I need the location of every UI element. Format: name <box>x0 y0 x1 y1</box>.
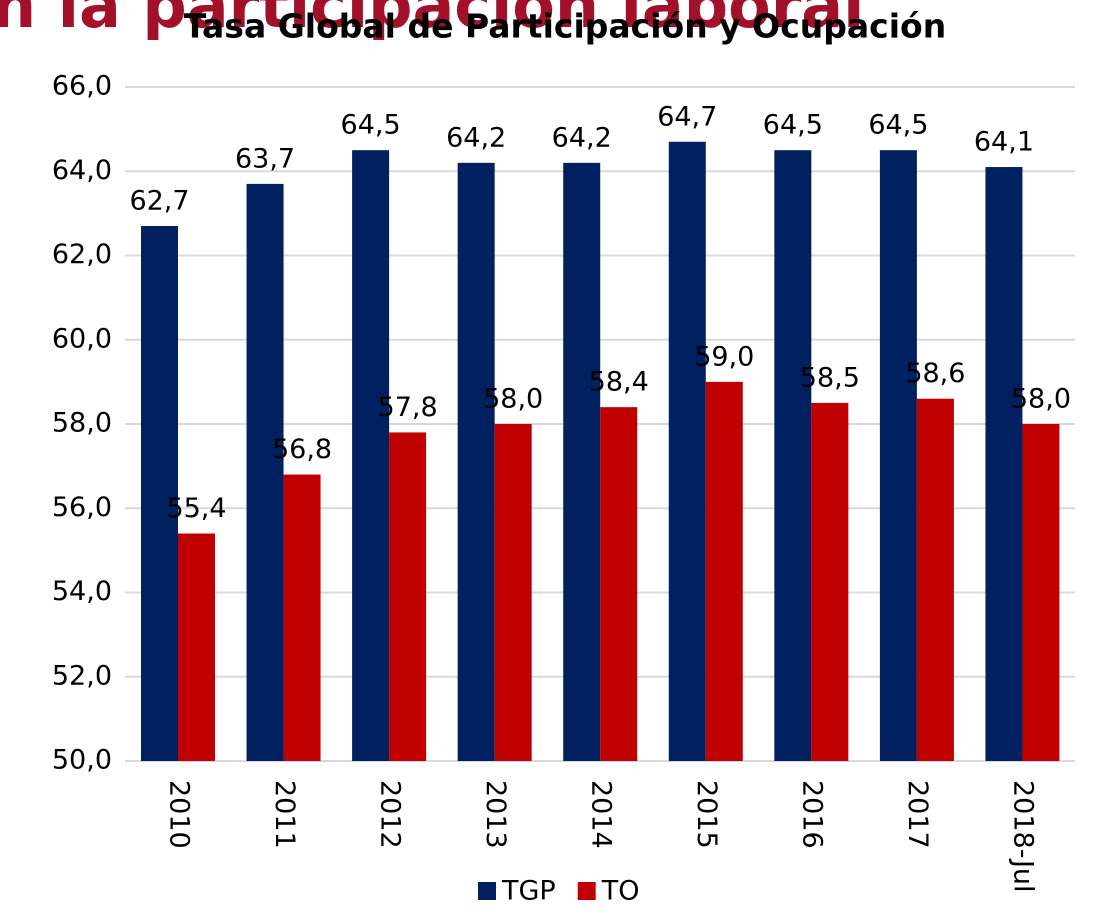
y-tick-label: 66,0 <box>52 71 112 102</box>
y-tick-label: 50,0 <box>52 745 112 776</box>
x-tick-label: 2017 <box>902 780 933 849</box>
value-label: 63,7 <box>235 143 295 174</box>
x-tick-label: 2010 <box>163 780 194 849</box>
value-label: 64,1 <box>974 127 1034 158</box>
bar <box>283 474 321 761</box>
background-heading: n la participación laboral <box>0 0 864 42</box>
bar <box>141 226 178 761</box>
value-label: 57,8 <box>378 392 438 423</box>
value-label: 58,0 <box>1011 384 1071 415</box>
value-label: 64,5 <box>868 110 928 141</box>
x-tick-label: 2016 <box>797 780 828 849</box>
legend-swatch <box>577 882 596 900</box>
bar <box>600 407 638 761</box>
legend-label: TGP <box>501 876 556 907</box>
value-label: 59,0 <box>694 341 754 372</box>
value-label: 58,6 <box>905 358 965 389</box>
y-tick-label: 58,0 <box>52 408 112 439</box>
y-tick-label: 54,0 <box>52 576 112 607</box>
bar <box>985 167 1023 762</box>
value-label: 55,4 <box>166 493 226 524</box>
bar <box>563 162 601 761</box>
chart-title: Tasa Global de Participación y Ocupación <box>184 7 946 46</box>
bar <box>916 398 954 761</box>
bar <box>705 381 743 761</box>
value-label: 64,2 <box>446 122 506 153</box>
legend-swatch <box>478 882 496 900</box>
value-label: 64,5 <box>763 110 823 141</box>
bar <box>811 402 849 761</box>
y-tick-label: 52,0 <box>52 660 112 691</box>
x-tick-label: 2014 <box>586 780 617 849</box>
x-tick-label: 2011 <box>269 780 300 849</box>
bar <box>774 150 812 761</box>
value-label: 58,0 <box>483 384 543 415</box>
x-tick-label: 2015 <box>691 780 722 849</box>
value-label: 64,2 <box>552 122 612 153</box>
y-tick-label: 60,0 <box>52 323 112 354</box>
bar <box>879 150 917 761</box>
bar <box>178 533 215 761</box>
y-tick-label: 62,0 <box>52 239 112 270</box>
value-label: 62,7 <box>129 186 189 217</box>
value-label: 64,5 <box>341 110 401 141</box>
x-tick-label: 2012 <box>374 780 405 849</box>
bar <box>352 150 390 761</box>
legend-label: TO <box>601 876 640 907</box>
bar <box>246 183 284 761</box>
value-label: 58,5 <box>800 362 860 393</box>
y-tick-label: 64,0 <box>52 155 112 186</box>
value-label: 56,8 <box>272 434 332 465</box>
y-tick-label: 56,0 <box>52 492 112 523</box>
bar <box>457 162 495 761</box>
x-tick-label: 2018-Jul <box>1008 780 1039 893</box>
bar <box>389 432 427 761</box>
bar <box>1022 424 1060 761</box>
bar <box>668 141 706 761</box>
bar <box>494 424 532 761</box>
value-label: 58,4 <box>589 367 649 398</box>
value-label: 64,7 <box>657 101 717 132</box>
x-tick-label: 2013 <box>480 780 511 849</box>
